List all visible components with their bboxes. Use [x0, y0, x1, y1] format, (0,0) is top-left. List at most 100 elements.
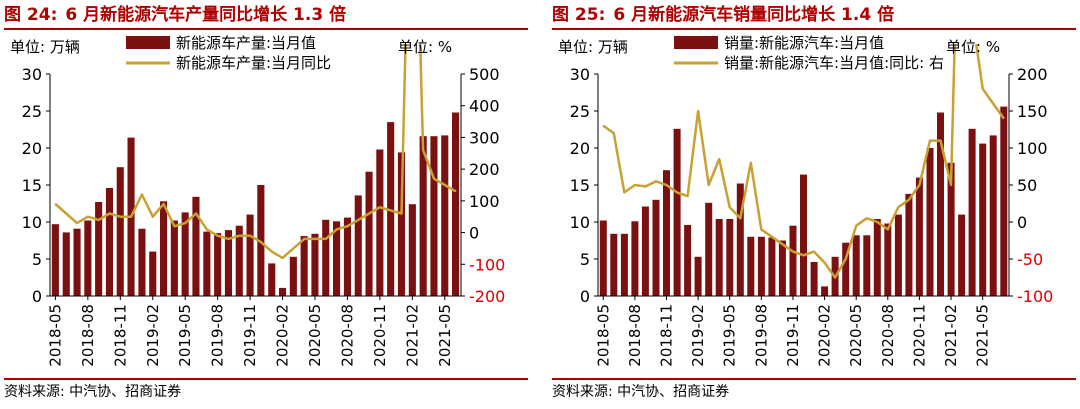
line-point-11 [718, 158, 720, 160]
bar-17 [778, 240, 786, 296]
x-tick-label: 2021-05 [436, 304, 454, 367]
bar-8 [684, 225, 692, 296]
legend-label-bar: 新能源车产量:当月值 [176, 34, 316, 52]
bar-36 [979, 143, 987, 296]
x-tick-label: 2020-08 [338, 304, 356, 367]
bar-13 [736, 183, 744, 296]
line-point-14 [206, 228, 208, 231]
line-point-34 [422, 149, 424, 151]
left-unit-label: 单位: 万辆 [10, 38, 80, 56]
line-point-20 [813, 250, 815, 253]
line-point-27 [887, 228, 889, 231]
series-line [54, 44, 457, 260]
line-point-38 [1002, 117, 1005, 120]
line-point-21 [281, 257, 284, 259]
chart-svg: 0 5 10 15 20 25 30 -200 -100 0 100 200 300 400 500 2018… [10, 34, 505, 367]
bar-19 [257, 185, 265, 296]
bar-37 [452, 112, 460, 296]
left-tick-label: 5 [32, 250, 42, 269]
line-point-19 [802, 254, 805, 257]
chart-panel-production: 图 24: 6 月新能源汽车产量同比增长 1.3 倍 0 5 10 15 20 25 30 -2… [0, 0, 532, 409]
line-point-2 [623, 191, 626, 194]
line-point-8 [686, 195, 689, 197]
x-tick-label: 2020-05 [847, 304, 865, 367]
left-tick-label: 10 [22, 213, 42, 232]
left-tick-label: 15 [570, 176, 590, 195]
x-tick-label: 2020-11 [910, 304, 928, 367]
legend-swatch-bar [126, 36, 170, 49]
right-tick-label: 200 [1017, 65, 1048, 84]
bar-9 [149, 251, 157, 296]
bar-12 [181, 212, 189, 296]
line-point-9 [697, 110, 699, 112]
bar-12 [726, 219, 734, 296]
legend-label-line: 新能源车产量:当月同比 [176, 54, 331, 72]
bar-20 [810, 262, 818, 296]
line-point-36 [981, 88, 984, 90]
line-point-5 [108, 212, 111, 215]
bar-16 [768, 237, 776, 296]
line-point-18 [792, 250, 794, 253]
chart-title-text: 6 月新能源汽车销量同比增长 1.4 倍 [613, 5, 895, 25]
bar-23 [300, 236, 308, 296]
line-point-25 [325, 238, 327, 240]
line-point-24 [855, 224, 857, 227]
line-point-18 [249, 234, 251, 237]
x-tick-label: 2019-02 [144, 304, 162, 367]
bar-2 [73, 228, 81, 296]
bar-0 [599, 220, 607, 296]
bar-4 [95, 202, 103, 296]
bar-25 [863, 235, 871, 296]
x-tick-label: 2020-02 [816, 304, 834, 367]
line-point-17 [238, 234, 241, 237]
bar-22 [289, 256, 297, 296]
line-point-10 [707, 184, 710, 186]
x-tick-label: 2019-05 [176, 304, 194, 367]
bar-6 [663, 170, 670, 296]
line-point-25 [865, 217, 868, 220]
bar-29 [905, 193, 913, 296]
right-tick-label: -100 [469, 255, 505, 274]
chart-title-text: 6 月新能源汽车产量同比增长 1.3 倍 [65, 5, 347, 25]
x-tick-label: 2018-08 [79, 304, 97, 367]
x-tick-label: 2020-02 [274, 304, 292, 367]
bar-1 [610, 233, 618, 296]
line-point-7 [130, 215, 132, 218]
line-point-0 [54, 203, 57, 205]
x-tick-label: 2019-02 [689, 304, 707, 367]
line-point-22 [834, 276, 836, 279]
line-point-35 [433, 177, 435, 180]
line-point-31 [389, 209, 392, 212]
bar-36 [441, 135, 449, 296]
line-point-20 [270, 250, 273, 253]
left-tick-label: 20 [570, 139, 590, 158]
bar-35 [968, 128, 976, 296]
bar-14 [203, 231, 211, 296]
right-unit-label: 单位: % [946, 38, 1000, 56]
x-tick-label: 2020-08 [879, 304, 897, 367]
x-tick-label: 2018-11 [658, 304, 676, 367]
legend-swatch-bar [674, 36, 718, 49]
left-tick-label: 30 [22, 65, 42, 84]
bar-26 [333, 221, 341, 296]
bar-30 [376, 149, 384, 296]
bar-31 [387, 122, 395, 296]
bar-25 [322, 219, 330, 296]
x-tick-label: 2020-11 [371, 304, 389, 367]
line-point-33 [950, 184, 952, 186]
bar-5 [652, 199, 660, 296]
bar-0 [51, 224, 59, 296]
right-tick-label: -200 [469, 287, 505, 306]
line-point-30 [918, 184, 921, 186]
left-tick-label: 15 [22, 176, 42, 195]
x-tick-label: 2018-05 [46, 304, 64, 367]
chart-title: 图 24: 6 月新能源汽车产量同比增长 1.3 倍 [4, 2, 528, 30]
line-point-22 [292, 247, 295, 250]
bar-30 [915, 177, 923, 296]
chart-panel-sales: 图 25: 6 月新能源汽车销量同比增长 1.4 倍 0 5 10 15 20 25 30 -1… [548, 0, 1080, 409]
line-point-21 [823, 261, 826, 264]
x-tick-label: 2021-02 [403, 304, 421, 367]
line-point-15 [760, 228, 763, 231]
bar-34 [419, 136, 427, 296]
line-point-0 [602, 125, 605, 127]
